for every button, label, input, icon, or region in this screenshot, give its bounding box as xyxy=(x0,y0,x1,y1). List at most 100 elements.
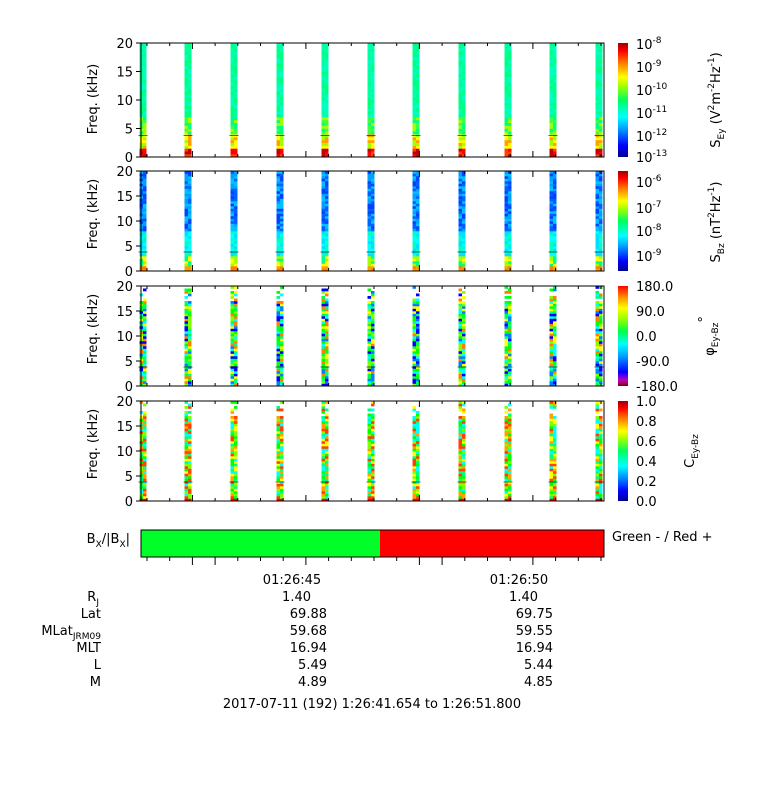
spectrogram-cell xyxy=(549,256,553,259)
spectrogram-cell xyxy=(458,443,462,447)
spectrogram-cell xyxy=(188,471,192,474)
spectrogram-cell xyxy=(595,60,599,64)
spectrogram-cell xyxy=(504,253,508,257)
spectrogram-cell xyxy=(184,446,188,449)
spectrogram-cell xyxy=(143,373,147,377)
spectrogram-cell xyxy=(230,48,234,52)
spectrogram-cell xyxy=(504,122,508,126)
spectrogram-cell xyxy=(143,117,147,121)
spectrogram-cell xyxy=(458,346,462,349)
spectrogram-cell xyxy=(595,411,599,414)
spectrogram-cell xyxy=(230,203,234,207)
spectrogram-cell xyxy=(462,301,466,304)
spectrogram-cell xyxy=(508,363,512,367)
spectrogram-cell xyxy=(595,401,599,404)
spectrogram-cell xyxy=(325,60,329,64)
spectrogram-cell xyxy=(599,88,603,92)
spectrogram-cell xyxy=(321,343,325,347)
spectrogram-cell xyxy=(416,256,420,259)
spectrogram-cell xyxy=(234,336,238,339)
spectrogram-cell xyxy=(599,478,603,482)
spectrogram-cell xyxy=(184,303,188,307)
spectrogram-cell xyxy=(504,338,508,342)
spectrogram-cell xyxy=(553,122,557,126)
spectrogram-cell xyxy=(230,291,234,294)
spectrogram-cell xyxy=(462,321,466,324)
spectrogram-cell xyxy=(234,443,238,447)
spectrogram-cell xyxy=(508,458,512,462)
spectrogram-cell xyxy=(321,256,325,259)
spectrogram-cell xyxy=(371,368,375,372)
spectrogram-cell xyxy=(412,85,416,89)
spectrogram-cell xyxy=(325,266,329,269)
spectrogram-cell xyxy=(367,333,371,337)
spectrogram-cell xyxy=(184,216,188,219)
spectrogram-cell xyxy=(504,77,508,81)
spectrogram-cell xyxy=(325,45,329,49)
spectrogram-cell xyxy=(599,148,603,152)
spectrogram-cell xyxy=(321,71,325,75)
spectrogram-cell xyxy=(371,473,375,477)
spectrogram-cell xyxy=(595,233,599,237)
spectrogram-cell xyxy=(549,74,553,78)
spectrogram-cell xyxy=(280,183,284,187)
spectrogram-cell xyxy=(184,288,188,292)
spectrogram-cell xyxy=(325,448,329,452)
spectrogram-cell xyxy=(595,376,599,379)
spectrogram-cell xyxy=(549,308,553,312)
spectrogram-cell xyxy=(504,206,508,209)
spectrogram-cell xyxy=(549,413,553,417)
spectrogram-cell xyxy=(321,248,325,252)
spectrogram-cell xyxy=(371,111,375,115)
spectrogram-cell xyxy=(184,122,188,126)
spectrogram-cell xyxy=(553,216,557,219)
spectrogram-cell xyxy=(462,493,466,497)
spectrogram-cell xyxy=(321,201,325,204)
spectrogram-cell xyxy=(143,261,147,264)
spectrogram-cell xyxy=(321,171,325,174)
spectrogram-cell xyxy=(371,448,375,452)
spectrogram-cell xyxy=(508,291,512,294)
spectrogram-cell xyxy=(234,218,238,222)
spectrogram-cell xyxy=(595,443,599,447)
spectrogram-cell xyxy=(280,233,284,237)
spectrogram-cell xyxy=(188,453,192,457)
spectrogram-cell xyxy=(412,376,416,379)
spectrogram-cell xyxy=(504,241,508,244)
spectrogram-cell xyxy=(325,256,329,259)
spectrogram-cell xyxy=(508,418,512,422)
spectrogram-cell xyxy=(599,233,603,237)
spectrogram-cell xyxy=(321,122,325,126)
spectrogram-cell xyxy=(230,60,234,64)
spectrogram-cell xyxy=(325,426,329,429)
svg-text:0.2: 0.2 xyxy=(636,475,657,490)
spectrogram-cell xyxy=(508,486,512,489)
spectrogram-cell xyxy=(504,358,508,362)
eph-value: 4.89 xyxy=(298,675,327,690)
spectrogram-cell xyxy=(371,291,375,294)
spectrogram-cell xyxy=(504,108,508,112)
spectrogram-cell xyxy=(184,45,188,49)
spectrogram-cell xyxy=(325,196,329,199)
spectrogram-cell xyxy=(371,433,375,437)
spectrogram-cell xyxy=(280,77,284,81)
spectrogram-cell xyxy=(143,313,147,317)
spectrogram-cell xyxy=(595,48,599,52)
spectrogram-cell xyxy=(184,443,188,447)
spectrogram-cell xyxy=(595,303,599,307)
spectrogram-cell xyxy=(508,421,512,424)
spectrogram-cell xyxy=(230,496,234,499)
spectrogram-cell xyxy=(367,363,371,367)
spectrogram-cell xyxy=(367,246,371,249)
spectrogram-cell xyxy=(508,102,512,106)
spectrogram-cell xyxy=(595,306,599,309)
spectrogram-cell xyxy=(143,263,147,267)
spectrogram-cell xyxy=(280,341,284,344)
spectrogram-cell xyxy=(508,446,512,449)
spectrogram-cell xyxy=(416,88,420,92)
spectrogram-cell xyxy=(230,468,234,472)
spectrogram-cell xyxy=(371,54,375,58)
spectrogram-cell xyxy=(184,348,188,352)
spectrogram-cell xyxy=(143,85,147,89)
spectrogram-cell xyxy=(184,321,188,324)
